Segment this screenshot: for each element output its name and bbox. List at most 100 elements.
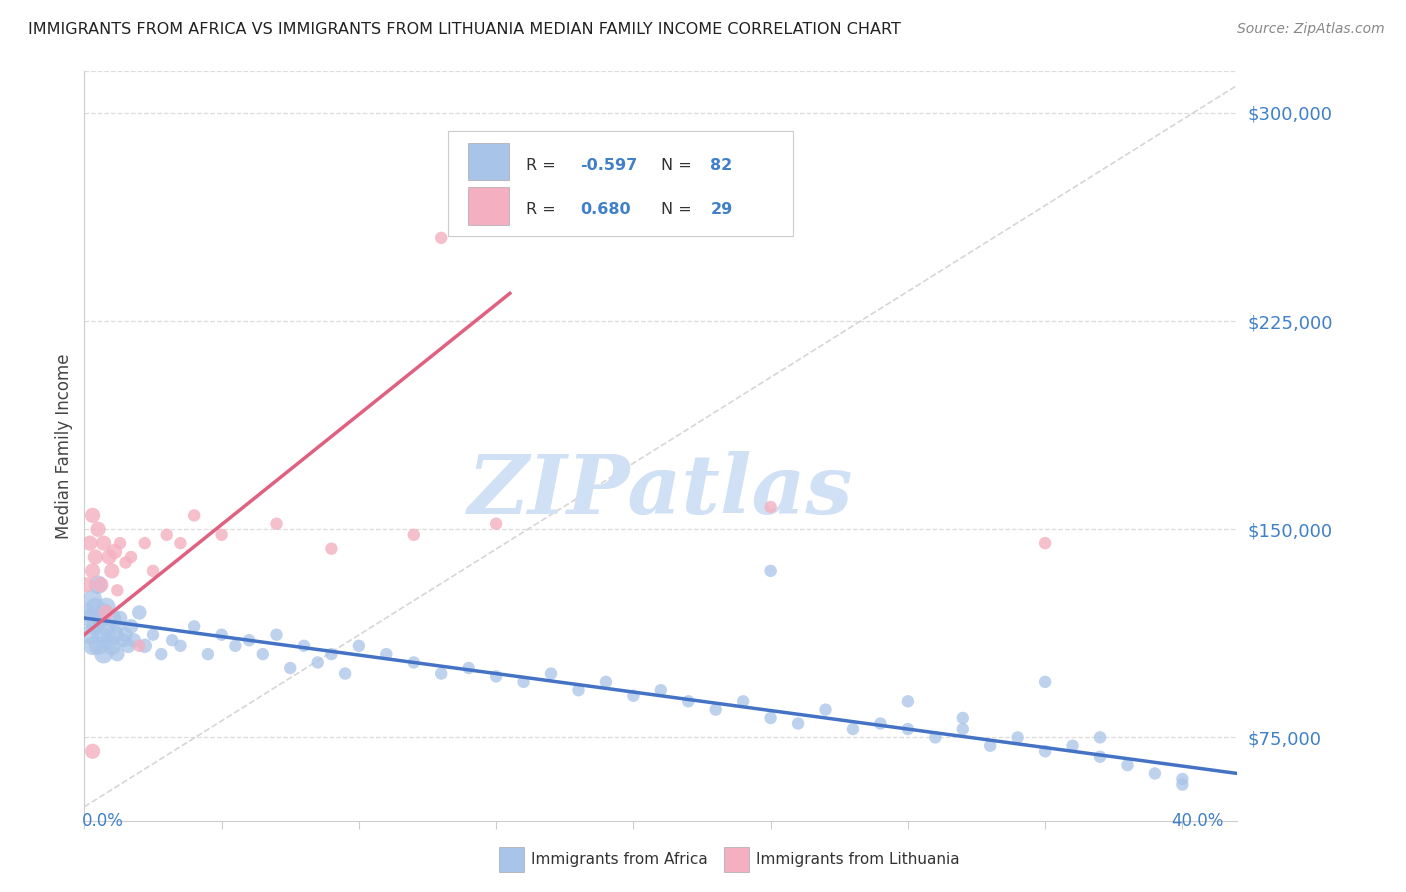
Point: [103, 544, 125, 558]
Point: [814, 703, 837, 717]
Point: [733, 694, 755, 708]
Point: [142, 628, 165, 642]
Point: [128, 639, 150, 653]
Text: 29: 29: [710, 202, 733, 218]
Point: [156, 528, 179, 542]
Point: [82, 591, 104, 606]
Point: [266, 628, 288, 642]
Point: [238, 633, 260, 648]
Point: [90, 578, 112, 592]
Point: [292, 639, 315, 653]
Point: [111, 633, 134, 648]
Point: [103, 628, 125, 642]
Point: [101, 611, 124, 625]
Point: [183, 508, 205, 523]
Point: [650, 683, 672, 698]
Text: 82: 82: [710, 158, 733, 172]
Point: [108, 536, 131, 550]
Point: [160, 633, 183, 648]
Point: [82, 508, 104, 523]
Point: [1088, 731, 1111, 745]
Point: [82, 639, 104, 653]
Text: 40.0%: 40.0%: [1171, 813, 1223, 830]
FancyBboxPatch shape: [468, 187, 509, 225]
Point: [120, 549, 142, 564]
Point: [122, 633, 145, 648]
Point: [430, 231, 453, 245]
Point: [134, 639, 156, 653]
Point: [169, 536, 191, 550]
Point: [333, 666, 356, 681]
Point: [197, 647, 219, 661]
Point: [430, 666, 453, 681]
Point: [402, 656, 425, 670]
Point: [759, 500, 782, 514]
Point: [114, 628, 136, 642]
Point: [1171, 772, 1194, 786]
Point: [128, 606, 150, 620]
Point: [1033, 744, 1056, 758]
Text: N =: N =: [661, 158, 697, 172]
Text: ZIPatlas: ZIPatlas: [468, 451, 853, 531]
Point: [979, 739, 1001, 753]
Point: [90, 611, 112, 625]
Point: [79, 628, 101, 642]
Point: [93, 606, 115, 620]
Text: Source: ZipAtlas.com: Source: ZipAtlas.com: [1237, 22, 1385, 37]
Point: [375, 647, 398, 661]
Point: [1033, 674, 1056, 689]
Text: 0.0%: 0.0%: [82, 813, 124, 830]
Text: N =: N =: [661, 202, 697, 218]
Point: [150, 647, 173, 661]
Point: [1088, 749, 1111, 764]
Point: [108, 611, 131, 625]
Point: [84, 619, 107, 633]
Point: [485, 669, 508, 683]
Point: [79, 611, 101, 625]
Point: [82, 564, 104, 578]
Point: [952, 722, 974, 736]
Point: [924, 731, 946, 745]
Point: [211, 528, 233, 542]
Point: [842, 722, 865, 736]
Point: [105, 647, 128, 661]
Point: [759, 711, 782, 725]
Point: [87, 578, 110, 592]
Point: [1171, 778, 1194, 792]
Point: [347, 639, 370, 653]
Point: [321, 541, 343, 556]
Point: [621, 689, 644, 703]
Point: [93, 536, 115, 550]
Point: [869, 716, 891, 731]
Point: [101, 639, 124, 653]
Point: [759, 564, 782, 578]
Text: Immigrants from Lithuania: Immigrants from Lithuania: [756, 853, 960, 867]
Point: [169, 639, 191, 653]
Point: [117, 639, 139, 653]
Point: [307, 656, 329, 670]
Point: [1062, 739, 1084, 753]
Point: [252, 647, 274, 661]
Point: [1116, 758, 1139, 772]
Point: [1007, 731, 1029, 745]
Point: [512, 674, 534, 689]
Text: 0.680: 0.680: [581, 202, 631, 218]
Point: [79, 536, 101, 550]
Point: [540, 666, 562, 681]
Point: [183, 619, 205, 633]
Text: R =: R =: [526, 158, 561, 172]
Point: [952, 711, 974, 725]
Point: [84, 599, 107, 614]
Text: R =: R =: [526, 202, 561, 218]
Point: [114, 556, 136, 570]
Y-axis label: Median Family Income: Median Family Income: [55, 353, 73, 539]
Point: [105, 619, 128, 633]
Point: [134, 536, 156, 550]
Point: [567, 683, 589, 698]
Point: [678, 694, 700, 708]
FancyBboxPatch shape: [468, 143, 509, 180]
Point: [120, 619, 142, 633]
Point: [485, 516, 508, 531]
Point: [105, 583, 128, 598]
Point: [787, 716, 810, 731]
